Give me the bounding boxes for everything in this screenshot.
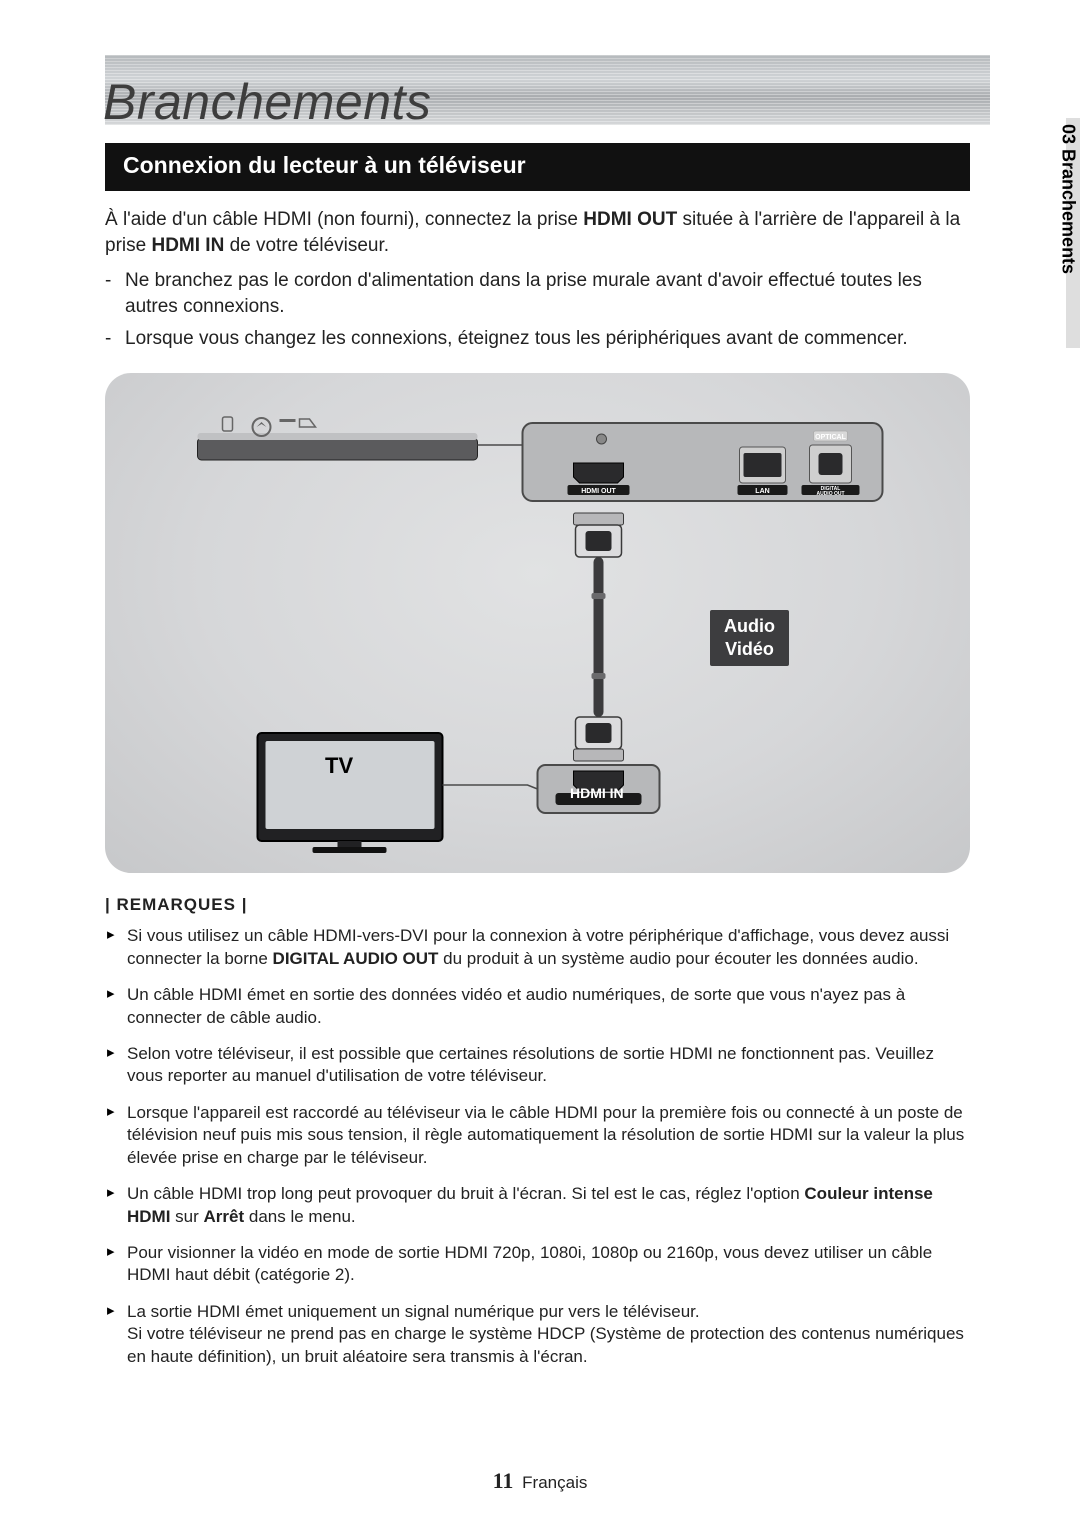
note-item: Un câble HDMI émet en sortie des données… [105, 984, 970, 1029]
note-bold: Arrêt [204, 1207, 245, 1226]
note-text: sur [170, 1207, 203, 1226]
intro-hdmi-out: HDMI OUT [583, 209, 677, 230]
intro-bullet: Ne branchez pas le cordon d'alimentation… [121, 268, 970, 319]
label-video: Vidéo [725, 639, 774, 659]
hdmi-plug-top-icon [574, 513, 624, 557]
intro-e: de votre téléviseur. [224, 235, 389, 256]
page-lang: Français [522, 1473, 587, 1492]
note-text: La sortie HDMI émet uniquement un signal… [127, 1302, 964, 1366]
banner-strip: Branchements [105, 55, 990, 125]
note-text: du produit à un système audio pour écout… [438, 949, 918, 968]
intro-bullet: Lorsque vous changez les connexions, éte… [121, 326, 970, 352]
banner-title: Branchements [103, 73, 431, 131]
port-label-digital-audio-2: AUDIO OUT [816, 491, 844, 497]
connection-diagram: HDMI OUT LAN OPTICAL [105, 373, 970, 873]
intro-hdmi-in: HDMI IN [151, 235, 224, 256]
page-footer: 11 Français [0, 1468, 1080, 1494]
label-audio-video: Audio Vidéo [710, 610, 789, 666]
note-item: Pour visionner la vidéo en mode de sorti… [105, 1242, 970, 1287]
note-bold: DIGITAL AUDIO OUT [273, 949, 439, 968]
hdmi-plug-bottom-icon [574, 717, 624, 761]
hdmi-cable [592, 557, 606, 717]
label-hdmi-in: HDMI IN [570, 785, 624, 801]
notes-list: Si vous utilisez un câble HDMI-vers-DVI … [105, 925, 970, 1368]
port-label-lan: LAN [755, 488, 769, 495]
port-label-hdmi-out: HDMI OUT [581, 488, 616, 495]
content: Connexion du lecteur à un téléviseur À l… [105, 143, 990, 1368]
remarques-header: | REMARQUES | [105, 895, 970, 915]
diagram-svg: HDMI OUT LAN OPTICAL [105, 373, 970, 873]
side-tab-label: 03 Branchements [1054, 118, 1080, 348]
side-tab: 03 Branchements [1052, 118, 1080, 348]
note-item: Lorsque l'appareil est raccordé au télév… [105, 1102, 970, 1169]
page-number: 11 [493, 1468, 514, 1493]
intro-a: À l'aide d'un câble HDMI (non fourni), c… [105, 209, 583, 230]
label-tv: TV [325, 753, 353, 779]
player-device-icon [198, 417, 478, 460]
note-item: La sortie HDMI émet uniquement un signal… [105, 1301, 970, 1368]
note-text: dans le menu. [244, 1207, 356, 1226]
intro-bullets: Ne branchez pas le cordon d'alimentation… [105, 268, 970, 351]
port-label-optical: OPTICAL [815, 434, 846, 441]
note-text: Selon votre téléviseur, il est possible … [127, 1044, 934, 1085]
note-text: Un câble HDMI émet en sortie des données… [127, 985, 905, 1026]
label-audio: Audio [724, 616, 775, 636]
note-item: Un câble HDMI trop long peut provoquer d… [105, 1183, 970, 1228]
rear-panel: HDMI OUT LAN OPTICAL [523, 423, 883, 501]
note-text: Un câble HDMI trop long peut provoquer d… [127, 1184, 804, 1203]
note-item: Si vous utilisez un câble HDMI-vers-DVI … [105, 925, 970, 970]
note-item: Selon votre téléviseur, il est possible … [105, 1043, 970, 1088]
note-text: Lorsque l'appareil est raccordé au télév… [127, 1103, 964, 1167]
tv-icon [258, 733, 443, 853]
section-heading: Connexion du lecteur à un téléviseur [105, 143, 970, 191]
note-text: Pour visionner la vidéo en mode de sorti… [127, 1243, 932, 1284]
intro-paragraph: À l'aide d'un câble HDMI (non fourni), c… [105, 207, 970, 258]
callout-line-tv [443, 785, 538, 789]
